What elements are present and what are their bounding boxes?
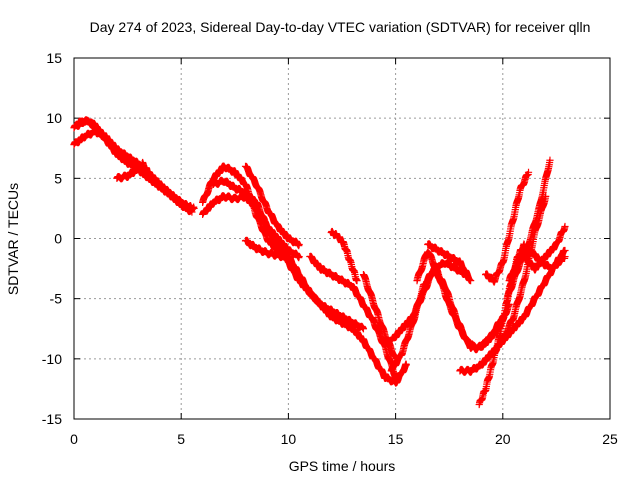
series-track-19 <box>482 168 533 286</box>
y-tick-label: -5 <box>50 291 63 307</box>
series-track-16 <box>424 240 475 285</box>
series-track-6 <box>199 192 303 262</box>
series-track-7 <box>209 176 368 333</box>
y-tick-label: -10 <box>42 351 62 367</box>
y-tick-label: -15 <box>42 411 62 427</box>
series-track-3 <box>74 116 198 213</box>
series-track-12 <box>359 271 400 363</box>
series-track-9 <box>241 236 292 263</box>
series-track-15 <box>413 248 507 352</box>
y-tick-label: 15 <box>46 50 62 66</box>
series-track-4 <box>113 158 153 183</box>
y-tick-label: 0 <box>54 231 62 247</box>
series-track-11 <box>327 227 361 285</box>
x-tick-label: 20 <box>495 431 511 447</box>
tick-layer: 0 5 10 15 20 25 -15 -10 -5 0 5 10 15 <box>42 50 618 447</box>
x-tick-label: 10 <box>281 431 297 447</box>
y-axis-label: SDTVAR / TECUs <box>5 183 21 295</box>
series-track-10 <box>306 252 400 381</box>
y-tick-label: 5 <box>54 170 62 186</box>
x-tick-label: 25 <box>602 431 618 447</box>
x-tick-label: 5 <box>177 431 185 447</box>
series-track-8 <box>241 162 303 250</box>
series-layer <box>70 116 569 409</box>
series-track-23 <box>520 222 569 274</box>
chart-title: Day 274 of 2023, Sidereal Day-to-day VTE… <box>90 19 591 35</box>
x-tick-label: 0 <box>70 431 78 447</box>
x-axis-label: GPS time / hours <box>289 458 396 474</box>
x-tick-label: 15 <box>388 431 404 447</box>
y-tick-label: 10 <box>46 110 62 126</box>
